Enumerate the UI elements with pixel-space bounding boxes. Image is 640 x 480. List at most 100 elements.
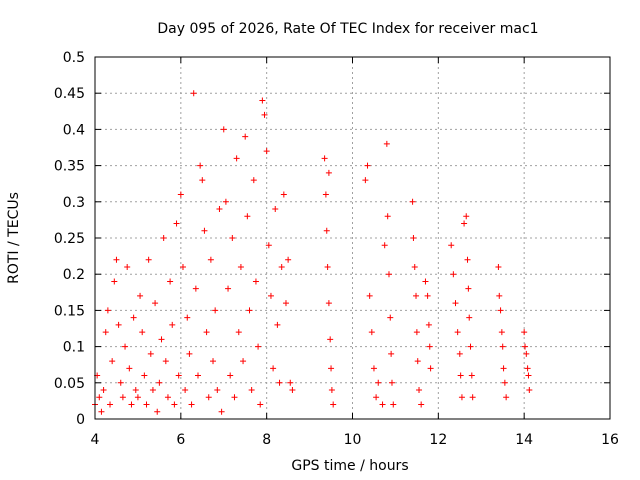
data-point: [229, 235, 236, 241]
data-point: [218, 408, 225, 415]
data-point: [328, 365, 335, 372]
y-tick-labels: 0 0.05 0.1 0.15 0.2 0.25 0.3 0.35 0.4 0.45 0.5: [54, 50, 85, 428]
data-point: [413, 329, 420, 336]
data-point: [132, 387, 139, 394]
data-point: [425, 321, 432, 328]
data-points: [92, 90, 533, 415]
y-axis-label: ROTI / TECUs: [6, 192, 22, 284]
data-point: [199, 177, 206, 184]
data-point: [364, 162, 371, 169]
data-point: [134, 394, 141, 401]
data-point: [235, 329, 242, 336]
data-point: [182, 387, 189, 394]
data-point: [270, 365, 277, 372]
data-point: [212, 307, 219, 314]
data-point: [379, 401, 386, 408]
data-point: [98, 408, 105, 415]
data-point: [242, 133, 249, 140]
data-point: [424, 292, 431, 299]
data-point: [149, 387, 156, 394]
data-point: [328, 387, 335, 394]
data-point: [422, 278, 429, 285]
data-point: [456, 350, 463, 357]
y-tick-label: 0.25: [54, 231, 85, 247]
data-point: [469, 394, 476, 401]
y-tick-label: 0.15: [54, 303, 85, 319]
data-point: [287, 379, 294, 386]
data-point: [107, 401, 114, 408]
data-point: [117, 379, 124, 386]
y-tick-label: 0.35: [54, 159, 85, 175]
data-point: [192, 285, 199, 292]
x-tick-label: 4: [91, 432, 100, 448]
x-axis-label: GPS time / hours: [291, 458, 408, 474]
y-tick-label: 0.05: [54, 376, 85, 392]
data-point: [186, 350, 193, 357]
data-point: [450, 271, 457, 278]
data-point: [263, 148, 270, 155]
data-point: [463, 213, 470, 220]
data-point: [147, 350, 154, 357]
data-point: [452, 300, 459, 307]
data-point: [233, 155, 240, 162]
data-point: [321, 155, 328, 162]
data-point: [368, 329, 375, 336]
data-point: [126, 365, 133, 372]
data-point: [257, 401, 264, 408]
data-point: [141, 372, 148, 379]
data-point: [413, 292, 420, 299]
data-point: [171, 401, 178, 408]
data-point: [100, 387, 107, 394]
data-point: [330, 401, 337, 408]
data-point: [156, 379, 163, 386]
data-point: [246, 307, 253, 314]
data-point: [272, 206, 279, 213]
data-point: [145, 256, 152, 263]
data-point: [324, 263, 331, 270]
data-point: [210, 358, 217, 365]
data-point: [203, 329, 210, 336]
grid-lines: [95, 57, 610, 419]
data-point: [113, 256, 120, 263]
x-tick-labels: 4 6 8 10 12 14 16: [91, 432, 619, 448]
x-tick-label: 6: [176, 432, 185, 448]
plot-frame: [94, 56, 611, 420]
y-tick-label: 0.2: [63, 267, 85, 283]
data-point: [323, 227, 330, 234]
data-point: [214, 387, 221, 394]
data-point: [259, 97, 266, 104]
data-point: [448, 242, 455, 249]
x-tick-label: 10: [344, 432, 362, 448]
data-point: [175, 372, 182, 379]
data-point: [130, 314, 137, 321]
data-point: [522, 343, 529, 350]
data-point: [195, 372, 201, 379]
data-point: [137, 292, 144, 299]
data-point: [411, 263, 418, 270]
data-point: [467, 343, 474, 350]
data-point: [325, 169, 332, 176]
y-tick-label: 0: [76, 412, 85, 428]
data-point: [282, 300, 289, 307]
x-tick-label: 8: [262, 432, 271, 448]
data-point: [464, 256, 471, 263]
data-point: [190, 90, 197, 97]
data-point: [179, 263, 186, 270]
data-point: [410, 235, 417, 241]
y-tick-label: 0.1: [63, 340, 85, 356]
data-point: [381, 242, 388, 249]
data-point: [143, 401, 150, 408]
y-tick-label: 0.4: [63, 122, 85, 138]
data-point: [285, 256, 292, 263]
data-point: [154, 408, 161, 415]
data-point: [227, 372, 234, 379]
data-point: [503, 394, 510, 401]
data-point: [496, 292, 503, 299]
data-point: [252, 278, 259, 285]
data-point: [499, 343, 506, 350]
data-point: [216, 206, 223, 213]
data-point: [111, 278, 118, 285]
data-point: [250, 177, 257, 184]
data-point: [325, 300, 332, 307]
data-point: [205, 394, 212, 401]
